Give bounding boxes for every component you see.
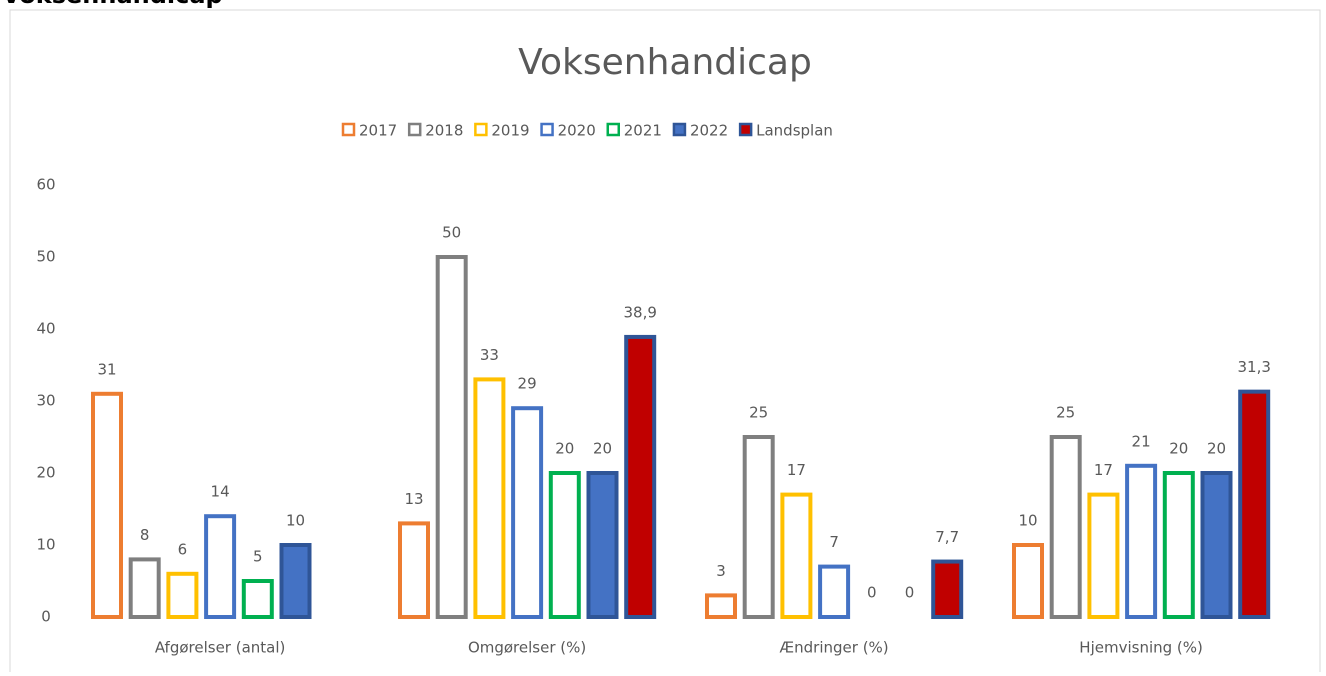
bar [705,593,737,620]
legend-swatch [672,122,687,137]
data-label: 50 [442,224,461,242]
y-tick-label: 50 [36,248,55,266]
x-tick-label: Ændringer (%) [780,639,889,657]
data-label: 21 [1132,432,1151,450]
data-label: 6 [178,540,188,558]
x-tick-label: Omgørelser (%) [468,639,586,657]
bar [279,543,312,619]
data-label: 5 [253,548,263,566]
data-label: 17 [787,461,806,479]
data-label: 25 [749,404,768,422]
bar [780,492,813,620]
legend-label: 2019 [491,122,529,140]
y-tick-label: 40 [36,320,55,338]
data-label: 38,9 [623,303,656,321]
bar [241,579,274,619]
legend-swatch [474,122,488,137]
x-tick-label: Hjemvisning (%) [1079,639,1203,657]
bar [511,406,544,620]
data-label: 31 [97,360,116,378]
bar [398,521,430,620]
bar [586,471,619,619]
data-label: 17 [1094,461,1113,479]
bar [435,255,468,619]
data-label: 3 [716,562,726,580]
legend-swatch [341,122,356,137]
y-tick-label: 20 [36,464,55,482]
bar [742,435,775,619]
data-label: 20 [555,440,574,458]
data-label: 20 [1169,440,1188,458]
bar [931,559,964,619]
bar [1125,463,1158,619]
chart-title: Voksenhandicap [518,42,812,83]
y-tick-label: 30 [36,392,55,410]
y-tick-label: 60 [36,176,55,194]
data-label: 29 [518,375,537,393]
legend-swatch [606,122,620,137]
data-label: 0 [905,584,915,602]
data-label: 33 [480,346,499,364]
bar [128,557,161,620]
bar [818,564,851,619]
y-tick-label: 10 [36,536,55,554]
data-label: 20 [1207,440,1226,458]
legend-label: Landsplan [756,122,833,140]
data-label: 31,3 [1237,358,1270,376]
data-label: 20 [593,440,612,458]
bar [1049,435,1082,619]
legend-swatch [738,122,753,137]
bar [1087,492,1120,620]
bar [473,377,506,619]
bar [1012,543,1044,619]
bar [1238,389,1271,620]
legend-label: 2020 [558,122,596,140]
data-label: 10 [1018,512,1037,530]
data-label: 0 [867,584,877,602]
legend-swatch [540,122,554,137]
page-heading: Voksenhandicap [2,0,223,9]
data-label: 14 [211,483,230,501]
data-label: 7,7 [935,528,959,546]
legend-label: 2022 [690,122,728,140]
data-label: 10 [286,512,305,530]
legend-label: 2018 [425,122,463,140]
bar [91,391,123,619]
data-label: 8 [140,526,150,544]
data-label: 7 [829,533,839,551]
bar [1162,471,1195,619]
bar [1200,471,1233,619]
bar [624,334,657,619]
legend-swatch [407,122,422,137]
data-label: 13 [404,490,423,508]
y-tick-label: 0 [41,608,51,626]
x-tick-label: Afgørelser (antal) [155,639,286,657]
bar [166,571,199,619]
data-label: 25 [1056,404,1075,422]
legend-label: 2017 [359,122,397,140]
legend-label: 2021 [624,122,662,140]
bar [548,471,581,619]
bar [204,514,237,620]
